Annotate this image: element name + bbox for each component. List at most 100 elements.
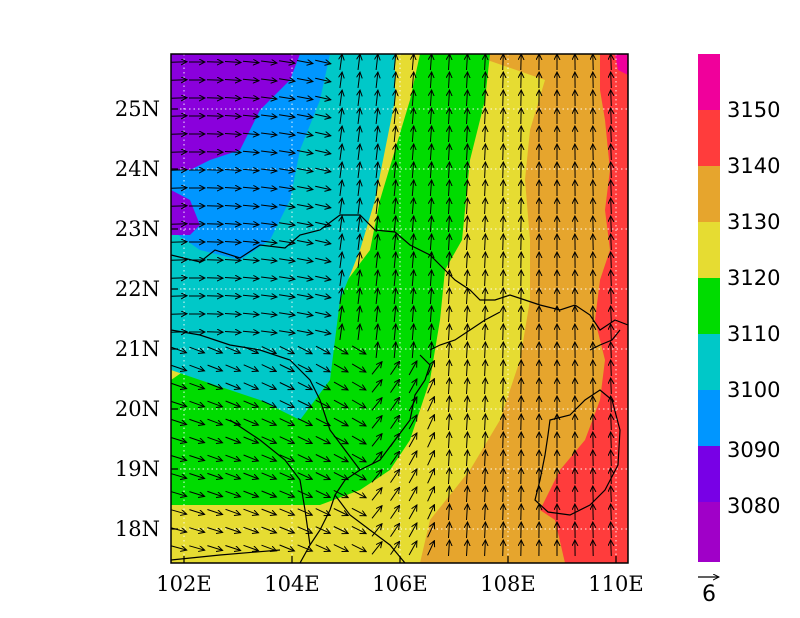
wind-vector — [224, 170, 241, 171]
wind-vector — [297, 259, 313, 262]
wind-vector — [279, 241, 295, 243]
wind-vector — [242, 151, 259, 152]
wind-vector — [611, 306, 612, 323]
wind-vector — [189, 491, 204, 497]
wind-vector — [171, 98, 187, 99]
wind-vector — [412, 342, 413, 359]
wind-vector — [611, 342, 612, 359]
wind-vector — [171, 332, 187, 333]
wind-vector — [390, 505, 400, 519]
wind-vector — [351, 363, 366, 372]
wind-vector — [449, 378, 450, 395]
wind-vector — [224, 242, 241, 243]
wind-vector — [315, 363, 330, 372]
wind-vector — [242, 223, 259, 224]
wind-vector — [243, 544, 259, 550]
wind-vector — [394, 252, 396, 269]
wind-vector — [394, 108, 396, 125]
wind-vector — [467, 126, 468, 143]
wind-vector — [261, 382, 277, 390]
wind-vector — [412, 90, 413, 107]
wind-vector — [340, 234, 342, 250]
wind-vector — [315, 60, 331, 63]
wind-vector — [430, 162, 431, 179]
wind-vector — [503, 450, 504, 467]
wind-vector — [279, 79, 295, 81]
wind-vector — [430, 180, 431, 197]
wind-vector — [340, 198, 342, 214]
wind-vector — [297, 115, 313, 118]
wind-vector — [394, 90, 396, 107]
wind-vector — [449, 360, 450, 377]
wind-vector — [408, 523, 417, 538]
wind-vector — [171, 545, 186, 550]
wind-vector — [611, 378, 612, 395]
wind-vector — [171, 242, 187, 243]
wind-vector — [412, 234, 413, 251]
wind-vector — [485, 414, 486, 431]
wind-vector — [171, 455, 186, 461]
wind-vector — [611, 396, 612, 413]
wind-vector — [279, 436, 295, 444]
wind-vector — [261, 346, 276, 354]
wind-vector — [242, 331, 259, 332]
wind-vector — [394, 324, 396, 341]
wind-vector — [243, 490, 259, 497]
wind-vector — [171, 152, 187, 153]
wind-vector — [340, 144, 342, 160]
wind-vector — [449, 252, 450, 269]
wind-vector — [430, 72, 431, 89]
y-tick-label: 20N — [115, 397, 160, 421]
wind-vector — [279, 205, 295, 207]
wind-vector — [358, 72, 360, 88]
wind-vector — [333, 471, 348, 479]
wind-vector — [279, 277, 295, 279]
wind-vector — [279, 187, 295, 189]
wind-vector — [611, 324, 612, 341]
wind-vector — [485, 504, 486, 521]
wind-vector — [427, 505, 435, 520]
wind-vector — [412, 270, 413, 287]
x-tick-label: 108E — [480, 572, 535, 596]
wind-vector — [358, 234, 360, 250]
wind-vector — [315, 472, 330, 480]
wind-vector — [261, 79, 277, 81]
wind-vector — [430, 342, 431, 359]
wind-vector — [430, 144, 431, 161]
wind-vector — [242, 295, 259, 296]
wind-vector — [189, 527, 204, 533]
wind-vector — [467, 414, 468, 431]
wind-vector — [611, 270, 612, 287]
wind-vector — [171, 382, 186, 388]
colorbar-swatch — [698, 222, 720, 278]
wind-vector — [611, 288, 612, 305]
wind-vector — [189, 364, 205, 371]
wind-vector — [171, 224, 187, 225]
wind-vector — [412, 162, 413, 179]
wind-vector — [315, 526, 331, 534]
wind-vector — [371, 542, 382, 555]
wind-vector — [279, 61, 295, 63]
wind-vector — [315, 132, 331, 135]
wind-vector — [427, 433, 435, 448]
wind-vector — [171, 364, 186, 370]
wind-vector — [394, 54, 396, 71]
wind-vector — [261, 223, 277, 225]
wind-vector — [189, 346, 205, 353]
wind-vector — [611, 180, 612, 197]
wind-vector — [242, 79, 259, 80]
wind-vector — [611, 216, 612, 233]
colorbar-swatch — [698, 446, 720, 502]
wind-vector — [333, 489, 348, 497]
wind-vector — [467, 378, 468, 395]
colorbar-label: 3140 — [727, 154, 780, 178]
y-tick-label: 23N — [115, 217, 160, 241]
wind-vector — [315, 114, 331, 117]
wind-vector — [412, 144, 413, 161]
wind-vector — [242, 277, 259, 278]
wind-vector — [376, 270, 378, 286]
wind-vector — [243, 472, 259, 479]
wind-vector — [485, 234, 486, 251]
wind-vector — [467, 198, 468, 215]
wind-vector — [376, 144, 378, 160]
